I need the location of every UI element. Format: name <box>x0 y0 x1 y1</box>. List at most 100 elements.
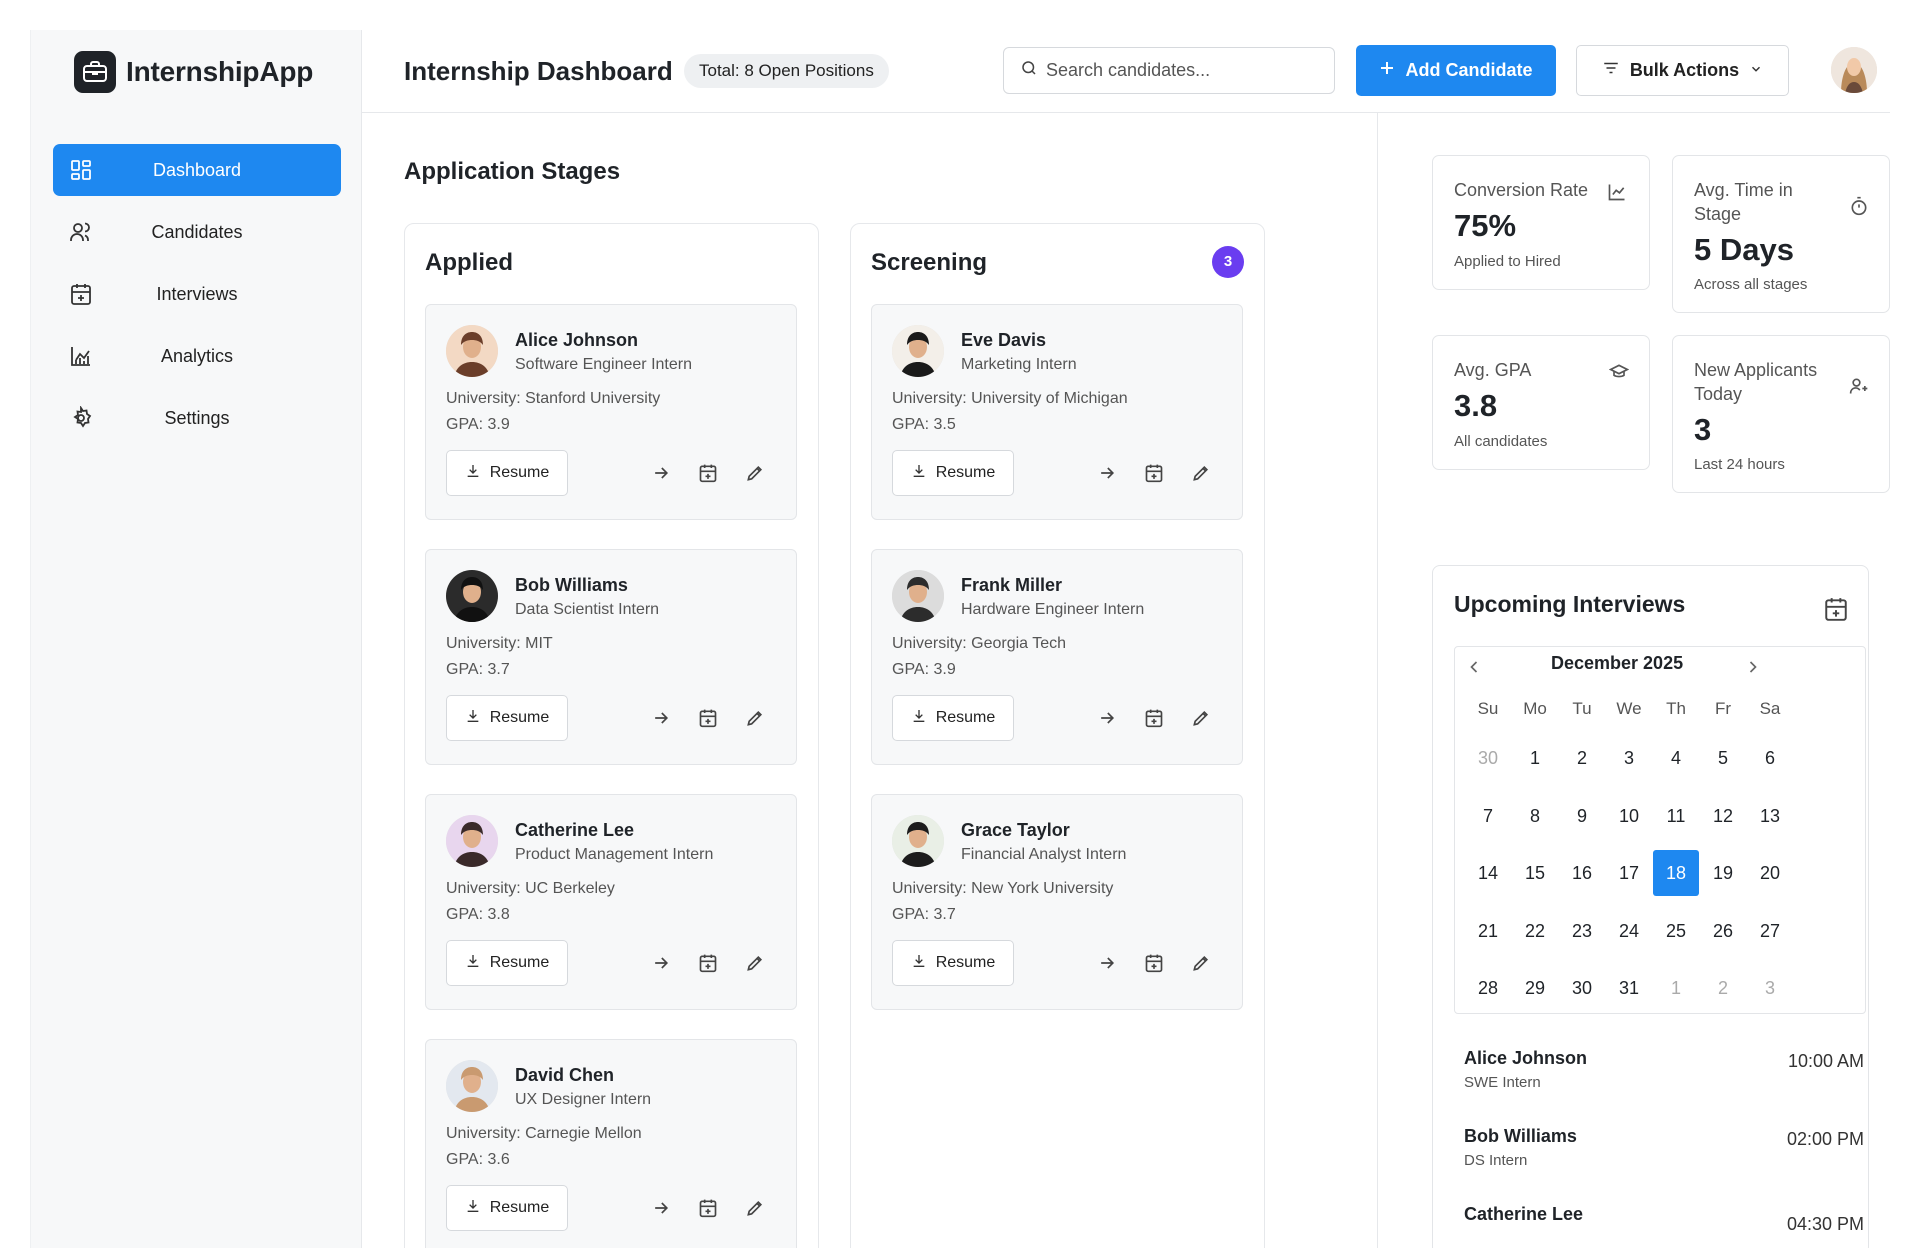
calendar-plus-icon[interactable] <box>698 708 718 728</box>
calendar-day[interactable]: 10 <box>1618 805 1640 826</box>
candidate-card[interactable]: Catherine Lee Product Management Intern Un… <box>425 794 797 1010</box>
calendar-day[interactable]: 12 <box>1712 805 1734 826</box>
sidebar-item-candidates[interactable]: Candidates <box>53 206 341 258</box>
stage-column-applied: Applied Alice Johnson Software Engineer I… <box>404 223 819 1248</box>
candidate-card[interactable]: David Chen UX Designer Intern University: … <box>425 1039 797 1248</box>
calendar-plus-icon[interactable] <box>698 1198 718 1218</box>
open-positions-badge: Total: 8 Open Positions <box>684 54 889 88</box>
user-avatar[interactable] <box>1831 47 1877 93</box>
calendar-day-selected[interactable]: 18 <box>1653 850 1699 896</box>
calendar-day[interactable]: 28 <box>1477 978 1499 998</box>
chart-icon <box>69 344 93 368</box>
calendar-day[interactable]: 17 <box>1618 863 1640 883</box>
calendar-day[interactable]: 3 <box>1623 748 1634 768</box>
candidate-name: David Chen <box>515 1065 615 1085</box>
sidebar-item-analytics[interactable]: Analytics <box>53 330 341 382</box>
arrow-right-icon[interactable] <box>1097 463 1117 483</box>
resume-button[interactable]: Resume <box>892 695 1014 741</box>
graduation-cap-icon <box>1608 362 1631 384</box>
candidate-card[interactable]: Alice Johnson Software Engineer Intern Uni… <box>425 304 797 520</box>
pencil-icon[interactable] <box>1191 463 1211 483</box>
candidate-name: Alice Johnson <box>515 330 639 350</box>
calendar-plus-icon[interactable] <box>1144 708 1164 728</box>
calendar-day[interactable]: 4 <box>1670 748 1681 768</box>
stat-card-avg-gpa: Avg. GPA 3.8 All candidates <box>1432 335 1650 470</box>
candidate-avatar <box>446 815 498 867</box>
search-input[interactable] <box>1046 60 1326 81</box>
calendar-day[interactable]: 3 <box>1764 978 1775 998</box>
calendar-day[interactable]: 26 <box>1712 920 1734 941</box>
calendar-day[interactable]: 23 <box>1571 920 1593 941</box>
search-box[interactable] <box>1003 47 1335 94</box>
resume-button[interactable]: Resume <box>446 450 568 496</box>
calendar-day[interactable]: 29 <box>1524 978 1546 998</box>
arrow-right-icon[interactable] <box>1097 708 1117 728</box>
sidebar-item-settings[interactable]: Settings <box>53 392 341 444</box>
calendar-day[interactable]: 16 <box>1571 863 1593 883</box>
calendar-day[interactable]: 11 <box>1666 805 1686 826</box>
calendar-plus-icon[interactable] <box>698 953 718 973</box>
calendar-day[interactable]: 30 <box>1477 748 1499 768</box>
calendar-plus-icon[interactable] <box>698 463 718 483</box>
calendar-day[interactable]: 2 <box>1717 978 1728 998</box>
resume-label: Resume <box>935 464 996 481</box>
calendar-day[interactable]: 7 <box>1482 805 1493 826</box>
chevron-left-icon[interactable] <box>1464 657 1484 677</box>
add-candidate-button[interactable]: Add Candidate <box>1356 45 1556 96</box>
calendar-day[interactable]: 21 <box>1477 920 1499 941</box>
candidate-university: University: Stanford University <box>446 390 661 407</box>
calendar-day[interactable]: 25 <box>1665 920 1687 941</box>
sidebar-item-interviews[interactable]: Interviews <box>53 268 341 320</box>
arrow-right-icon[interactable] <box>651 463 671 483</box>
stat-value: 3.8 <box>1454 388 1498 423</box>
calendar-day[interactable]: 24 <box>1618 920 1640 941</box>
arrow-right-icon[interactable] <box>651 953 671 973</box>
resume-button[interactable]: Resume <box>892 450 1014 496</box>
calendar-weekday: Sa <box>1759 699 1781 718</box>
resume-button[interactable]: Resume <box>446 695 568 741</box>
calendar-plus-icon[interactable] <box>1144 953 1164 973</box>
calendar-day[interactable]: 2 <box>1576 748 1587 768</box>
pencil-icon[interactable] <box>745 953 765 973</box>
calendar-day[interactable]: 20 <box>1759 863 1781 883</box>
calendar-day[interactable]: 5 <box>1717 748 1728 768</box>
app-logo[interactable]: InternshipApp <box>74 51 313 93</box>
sidebar-item-dashboard[interactable]: Dashboard <box>53 144 341 196</box>
candidate-card[interactable]: Bob Williams Data Scientist Intern Univers… <box>425 549 797 765</box>
interview-item[interactable]: Catherine Lee 04:30 PM <box>1464 1204 1864 1234</box>
calendar-day[interactable]: 22 <box>1524 920 1546 941</box>
pencil-icon[interactable] <box>745 1198 765 1218</box>
resume-button[interactable]: Resume <box>892 940 1014 986</box>
resume-button[interactable]: Resume <box>446 1185 568 1231</box>
calendar-day[interactable]: 1 <box>1670 978 1681 998</box>
calendar-day[interactable]: 30 <box>1571 978 1593 998</box>
arrow-right-icon[interactable] <box>1097 953 1117 973</box>
candidate-card[interactable]: Frank Miller Hardware Engineer Intern Univ… <box>871 549 1243 765</box>
pencil-icon[interactable] <box>1191 953 1211 973</box>
calendar-day[interactable]: 15 <box>1524 863 1546 883</box>
pencil-icon[interactable] <box>745 708 765 728</box>
calendar-day[interactable]: 8 <box>1529 805 1540 826</box>
arrow-right-icon[interactable] <box>651 708 671 728</box>
calendar-day[interactable]: 31 <box>1618 978 1640 998</box>
resume-button[interactable]: Resume <box>446 940 568 986</box>
calendar-plus-icon[interactable] <box>1823 596 1849 622</box>
calendar-day[interactable]: 6 <box>1764 748 1775 768</box>
calendar-day[interactable]: 1 <box>1529 748 1540 768</box>
interview-item[interactable]: Alice Johnson SWE Intern 10:00 AM <box>1464 1048 1864 1091</box>
pencil-icon[interactable] <box>1191 708 1211 728</box>
calendar-day[interactable]: 19 <box>1712 863 1734 883</box>
candidate-card[interactable]: Grace Taylor Financial Analyst Intern Univ… <box>871 794 1243 1010</box>
interview-item[interactable]: Bob Williams DS Intern 02:00 PM <box>1464 1126 1864 1169</box>
calendar-plus-icon[interactable] <box>1144 463 1164 483</box>
bulk-actions-dropdown[interactable]: Bulk Actions <box>1576 45 1789 96</box>
calendar-day[interactable]: 27 <box>1759 920 1781 941</box>
candidate-card[interactable]: Eve Davis Marketing Intern University: Uni… <box>871 304 1243 520</box>
bulk-actions-label: Bulk Actions <box>1629 60 1740 80</box>
arrow-right-icon[interactable] <box>651 1198 671 1218</box>
pencil-icon[interactable] <box>745 463 765 483</box>
chevron-right-icon[interactable] <box>1743 657 1763 677</box>
calendar-day[interactable]: 9 <box>1576 805 1587 826</box>
calendar-day[interactable]: 13 <box>1759 805 1781 826</box>
calendar-day[interactable]: 14 <box>1477 863 1499 883</box>
